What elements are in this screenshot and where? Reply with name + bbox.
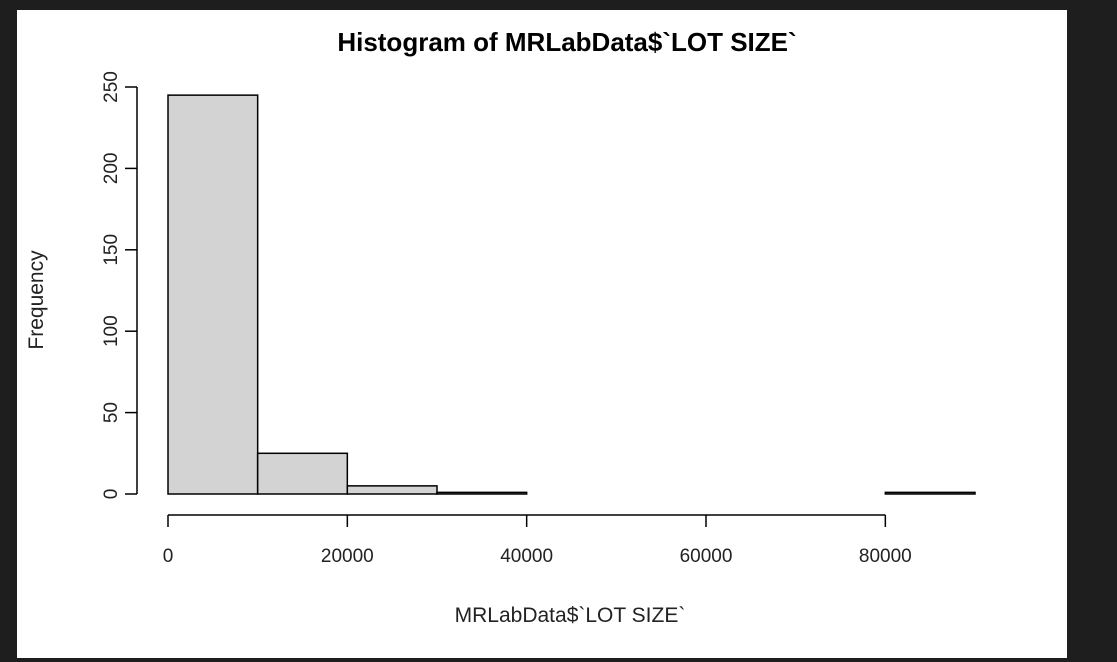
x-tick-label: 0 (163, 546, 174, 567)
y-axis: 0 50 100 150 200 250 (101, 71, 138, 500)
x-tick-label: 80000 (859, 546, 912, 567)
histogram-bar-9 (884, 491, 976, 495)
y-tick-label: 200 (101, 153, 122, 185)
plot-area: Histogram of MRLabData$`LOT SIZE` Freque… (17, 10, 1067, 658)
histogram-bar-3 (346, 485, 438, 495)
x-axis: 0 20000 40000 60000 80000 (163, 514, 912, 567)
x-tick-label: 60000 (680, 546, 733, 567)
x-axis-label: MRLabData$`LOT SIZE` (455, 604, 686, 627)
y-axis-label: Frequency (25, 250, 48, 350)
y-tick-label: 250 (101, 71, 122, 103)
chart-title: Histogram of MRLabData$`LOT SIZE` (337, 27, 796, 57)
x-tick-label: 20000 (321, 546, 374, 567)
y-tick-label: 100 (101, 315, 122, 347)
x-tick-label: 40000 (500, 546, 553, 567)
histogram-bar-2 (256, 452, 349, 495)
y-tick-label: 50 (101, 402, 122, 423)
histogram-bar-1 (167, 94, 259, 495)
histogram-chart: Histogram of MRLabData$`LOT SIZE` Freque… (25, 27, 976, 627)
bars-group (167, 94, 976, 495)
y-tick-label: 150 (101, 234, 122, 266)
y-tick-label: 0 (101, 489, 122, 500)
histogram-bar-4 (436, 491, 528, 495)
